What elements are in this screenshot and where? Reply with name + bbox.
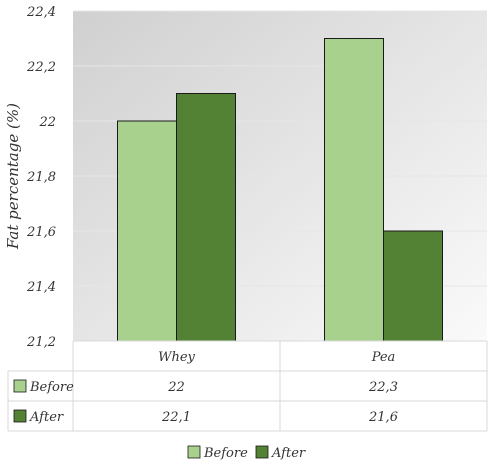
- table-row-label: Before: [29, 380, 74, 395]
- y-tick-label: 21,6: [26, 225, 56, 240]
- y-axis-label: Fat percentage (%): [4, 103, 22, 250]
- legend: Before After: [187, 445, 306, 461]
- legend-label: After: [271, 446, 306, 461]
- y-tick-labels: 21,2 21,4 21,6 21,8 22 22,2 22,4: [26, 5, 56, 350]
- table-row-label: After: [29, 410, 64, 425]
- y-tick-label: 22: [38, 115, 56, 130]
- bar-before-whey: [117, 120, 177, 342]
- y-tick-label: 21,8: [26, 170, 56, 185]
- y-tick-label: 22,4: [26, 5, 56, 20]
- table-legend-key: [13, 379, 27, 393]
- x-category-label: Whey: [158, 350, 195, 365]
- table-cell: 22,1: [161, 410, 191, 425]
- x-category-label: Pea: [371, 350, 396, 365]
- bar-after-pea: [383, 230, 443, 342]
- y-tick-label: 22,2: [26, 60, 56, 75]
- legend-swatch: [187, 445, 201, 459]
- data-table: Whey Pea Before 22 22,3 After 22,1 21,6: [7, 340, 488, 432]
- table-legend-key: [13, 409, 27, 423]
- legend-swatch: [255, 445, 269, 459]
- table-cell: 22: [167, 380, 185, 395]
- legend-label: Before: [203, 446, 248, 461]
- y-tick-label: 21,2: [26, 335, 56, 350]
- table-cell: 21,6: [368, 410, 398, 425]
- table-cell: 22,3: [368, 380, 398, 395]
- y-tick-label: 21,4: [26, 280, 56, 295]
- bar-after-whey: [176, 93, 236, 342]
- bar-before-pea: [324, 38, 384, 342]
